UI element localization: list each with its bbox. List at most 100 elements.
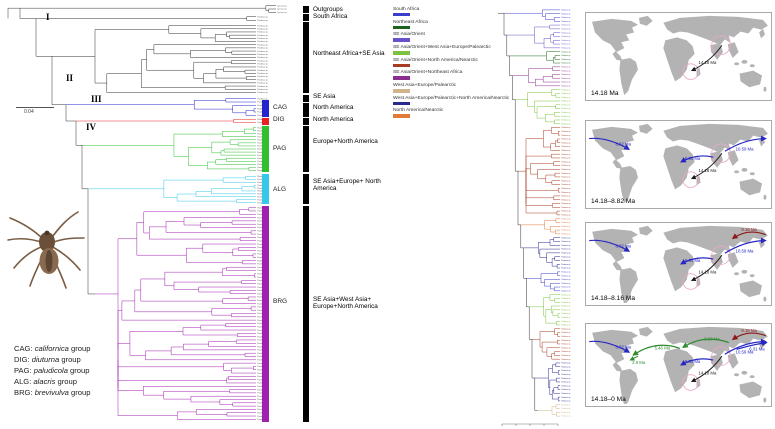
tip-label: Pardosa sp. bbox=[561, 351, 571, 353]
tip-label: Pardosa sp. bbox=[561, 294, 571, 296]
legend-item: SE Asia/Orient+North America/Nearctic bbox=[393, 58, 503, 68]
tip-label: Pardosa sp. bbox=[561, 165, 571, 167]
tip-label: Pardosa sp. bbox=[561, 139, 571, 141]
region-label: SE Asia bbox=[313, 93, 336, 100]
tip-label: Pardosa sp. bbox=[257, 72, 269, 75]
tip-label: Pardosa sp. bbox=[561, 298, 571, 300]
dispersal-arrow bbox=[680, 155, 714, 163]
tip-label: Pardosa sp. bbox=[561, 36, 571, 38]
legend-item-label: SE Asia/Orient bbox=[393, 32, 425, 38]
tip-label: Pardosa sp. bbox=[561, 218, 571, 220]
legend-color-swatch bbox=[393, 114, 410, 118]
tip-label: Pardosa sp. bbox=[561, 89, 571, 91]
tip-label: Pardosa sp. bbox=[257, 53, 269, 56]
tip-label: Pardosa sp. bbox=[561, 408, 571, 410]
dispersal-arrow bbox=[589, 137, 631, 150]
world-map: 14.18 Ma 9.64 Ma 10.59 Ma 8.82 Ma bbox=[589, 123, 768, 204]
tip-label: Pardosa sp. bbox=[561, 150, 571, 152]
tip-label: Pardosa sp. bbox=[561, 366, 571, 368]
tip-label: Pardosa sp. bbox=[257, 40, 269, 43]
tip-label: Pardosa sp. bbox=[561, 123, 571, 125]
tip-label: Pardosa sp. bbox=[561, 116, 571, 118]
tip-label: Pardosa sp. bbox=[561, 66, 571, 68]
dispersal-date-label: 10.59 Ma bbox=[736, 248, 754, 253]
dispersal-date-label: 10.59 Ma bbox=[736, 349, 754, 354]
dispersal-arrow bbox=[589, 340, 631, 353]
tip-label: Pardosa sp. bbox=[257, 50, 269, 53]
tip-label: Pardosa sp. bbox=[561, 279, 571, 281]
legend-item: West Asia+Europe/Palearctic+North Americ… bbox=[393, 95, 510, 106]
tip-label: Pardosa sp. bbox=[561, 158, 571, 160]
world-map: 14.18 Ma bbox=[592, 15, 768, 96]
tip-label: Pardosa sp. bbox=[561, 63, 571, 65]
tip-label: Pardosa sp. bbox=[561, 401, 571, 403]
legend-item-label: West Asia+Europe/Palearctic+North Americ… bbox=[393, 95, 510, 101]
region-bar-north-america-1 bbox=[303, 103, 309, 117]
tip-label: Pardosa sp. bbox=[561, 268, 571, 270]
region-label: North America bbox=[313, 104, 354, 111]
tip-label: Pardosa sp. bbox=[257, 56, 269, 59]
tip-label: Pardosa sp. bbox=[257, 37, 269, 40]
tip-label: Pardosa sp. bbox=[257, 75, 269, 78]
clade-bar-brg bbox=[262, 206, 269, 422]
region-bar-se-west-asia-europe-na bbox=[303, 206, 309, 422]
dispersal-date-label: 5.46 Ma bbox=[655, 345, 671, 350]
tip-label: Pardosa sp. bbox=[561, 40, 571, 42]
tip-label: Pardosa sp. bbox=[561, 393, 571, 395]
tip-label: Pardosa sp. bbox=[561, 188, 571, 190]
legend-line-pag: PAG: paludicola group bbox=[14, 366, 90, 375]
tip-label: Pardosa sp. bbox=[257, 88, 269, 91]
tip-label: Pardosa sp. bbox=[561, 241, 571, 243]
tip-label: Pardosa sp. bbox=[561, 412, 571, 414]
world-continents bbox=[592, 123, 768, 204]
tip-label: Pardosa sp. bbox=[561, 169, 571, 171]
dispersal-arrow bbox=[680, 358, 714, 366]
dispersal-arrow bbox=[629, 355, 639, 361]
legend-color-swatch bbox=[393, 25, 410, 30]
ancestral-range-legend: South Africa Northeast Africa SE Asia/Orie… bbox=[393, 7, 510, 121]
legend-line-cag: CAG: californica group bbox=[14, 344, 91, 353]
dispersal-date-label: 10.59 Ma bbox=[736, 146, 754, 151]
tip-label: Pardosa sp. bbox=[561, 177, 571, 179]
tip-label: Pardosa sp. bbox=[257, 63, 269, 66]
legend-color-swatch bbox=[393, 38, 410, 42]
region-bar-se-asia bbox=[303, 95, 309, 102]
tip-label: Pardosa sp. bbox=[561, 108, 571, 110]
tip-label: Pardosa sp. bbox=[561, 59, 571, 61]
world-continents bbox=[592, 225, 768, 303]
node-label-I: I bbox=[46, 12, 50, 22]
tip-label: Pardosa sp. bbox=[561, 325, 571, 327]
map-14.18-8.82Ma: 14.18–8.82 Ma 14.18 Ma 9.64 Ma 10.59 Ma 8.8… bbox=[585, 120, 772, 209]
dispersal-arrow bbox=[589, 239, 631, 252]
tip-label: Pardosa sp. bbox=[561, 146, 571, 148]
tip-label: Pardosa sp. bbox=[561, 378, 571, 380]
spider-photo bbox=[7, 211, 85, 289]
map-caption: 14.18 Ma bbox=[591, 90, 619, 97]
tip-label: Pardosa sp. bbox=[257, 91, 269, 94]
map-caption: 14.18–8.82 Ma bbox=[591, 198, 635, 205]
tip-label: Pardosa sp. bbox=[561, 97, 571, 99]
tip-label: Pardosa sp. bbox=[561, 374, 571, 376]
tip-label: Pardosa sp. bbox=[561, 332, 571, 334]
tip-label: Pardosa sp. bbox=[561, 21, 571, 23]
tip-label: Pardosa sp. bbox=[561, 344, 571, 346]
tip-label: Pardosa sp. bbox=[561, 173, 571, 175]
clade-bar-alg bbox=[262, 174, 269, 204]
tip-label: Pardosa sp. bbox=[561, 256, 571, 258]
tip-label: Pardosa sp. bbox=[561, 25, 571, 27]
tip-label: Pardosa sp. bbox=[561, 416, 571, 418]
region-label: Europe+North America bbox=[313, 138, 378, 145]
tip-label: Pardosa sp. bbox=[561, 93, 571, 95]
tip-label: Pardosa sp. bbox=[561, 275, 571, 277]
tip-label: Pardosa sp. bbox=[561, 203, 571, 205]
tip-label: Pardosa sp. bbox=[561, 397, 571, 399]
tip-label: Pardosa sp. bbox=[561, 142, 571, 144]
tip-label: Pardosa sp. bbox=[561, 283, 571, 285]
dispersal-arrow bbox=[736, 340, 768, 350]
world-map: 14.18 Ma 9.64 Ma 10.59 Ma 8.82 Ma 8.16 Ma bbox=[589, 225, 768, 303]
tip-label: Pardosa sp. bbox=[561, 306, 571, 308]
map-14.18-8.16Ma: 14.18–8.16 Ma 14.18 Ma 9.64 Ma 10.59 Ma 8.8… bbox=[585, 222, 772, 306]
dated-phylogenetic-tree: Pardosa sp. Pardosa sp. Pardosa sp. Pardosa… bbox=[498, 10, 571, 426]
dispersal-arrow bbox=[690, 254, 723, 282]
